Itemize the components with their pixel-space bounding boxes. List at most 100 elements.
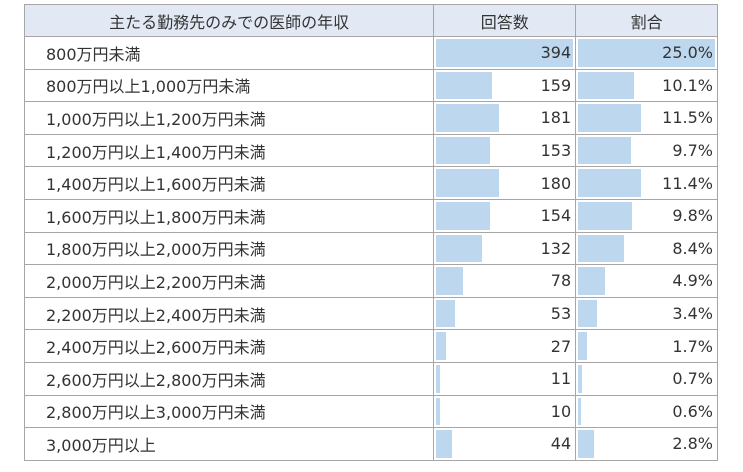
income-range: 1,200万円以上1,400万円未満 <box>23 133 435 168</box>
ratio-bar <box>578 136 632 165</box>
table-row: 2,000万円以上2,200万円未満 78 4.9% <box>23 264 718 298</box>
ratio-cell: 9.8% <box>575 198 718 233</box>
table-row: 1,400万円以上1,600万円未満 180 11.4% <box>23 166 718 200</box>
ratio-bar <box>578 234 625 263</box>
count-value: 78 <box>550 271 572 291</box>
ratio-bar <box>578 104 642 132</box>
count-bar <box>436 267 464 295</box>
count-bar <box>436 201 490 230</box>
count-cell: 181 <box>433 101 577 135</box>
income-range: 2,600万円以上2,800万円未満 <box>23 361 435 396</box>
header-count: 回答数 <box>433 4 577 37</box>
count-value: 44 <box>550 434 572 454</box>
count-bar <box>436 299 455 328</box>
ratio-bar <box>578 39 716 67</box>
ratio-bar <box>578 299 597 328</box>
ratio-value: 4.9% <box>672 271 713 291</box>
income-range: 2,200万円以上2,400万円未満 <box>23 296 435 331</box>
ratio-value: 2.8% <box>672 434 713 454</box>
table-row: 800万円以上1,000万円未満 159 10.1% <box>23 68 718 103</box>
table-row: 800万円未満 394 25.0% <box>23 36 718 70</box>
count-cell: 180 <box>433 166 577 200</box>
ratio-value: 10.1% <box>662 75 713 95</box>
ratio-bar <box>578 201 632 230</box>
count-bar <box>436 397 440 426</box>
ratio-cell: 0.6% <box>575 394 718 429</box>
ratio-bar <box>578 267 605 295</box>
table-row: 2,400万円以上2,600万円未満 27 1.7% <box>23 329 718 363</box>
table-row: 2,600万円以上2,800万円未満 11 0.7% <box>23 361 718 396</box>
count-bar <box>436 234 483 263</box>
ratio-value: 3.4% <box>672 304 713 324</box>
count-value: 159 <box>540 75 572 95</box>
income-range: 800万円未満 <box>23 36 435 70</box>
ratio-cell: 3.4% <box>575 296 718 331</box>
table-row: 2,200万円以上2,400万円未満 53 3.4% <box>23 296 718 331</box>
ratio-value: 11.5% <box>662 108 713 128</box>
ratio-cell: 1.7% <box>575 329 718 363</box>
count-bar <box>436 332 446 360</box>
count-value: 181 <box>540 108 572 128</box>
count-value: 10 <box>550 401 572 421</box>
header-income: 主たる勤務先のみでの医師の年収 <box>23 4 435 37</box>
income-range: 800万円以上1,000万円未満 <box>23 68 435 103</box>
count-cell: 159 <box>433 68 577 103</box>
count-value: 180 <box>540 173 572 193</box>
count-value: 154 <box>540 206 572 226</box>
count-cell: 27 <box>433 329 577 363</box>
ratio-cell: 11.5% <box>575 101 718 135</box>
count-bar <box>436 104 500 132</box>
income-range: 1,800万円以上2,000万円未満 <box>23 231 435 266</box>
ratio-value: 1.7% <box>672 336 713 356</box>
count-value: 153 <box>540 141 572 161</box>
count-bar <box>436 169 499 197</box>
ratio-value: 8.4% <box>672 238 713 258</box>
count-bar <box>436 136 490 165</box>
table-row: 1,600万円以上1,800万円未満 154 9.8% <box>23 198 718 233</box>
ratio-value: 0.7% <box>672 369 713 389</box>
count-value: 53 <box>550 304 572 324</box>
ratio-bar <box>578 71 634 100</box>
header-row: 主たる勤務先のみでの医師の年収 回答数 割合 <box>23 4 718 37</box>
count-cell: 10 <box>433 394 577 429</box>
ratio-value: 9.8% <box>672 206 713 226</box>
income-range: 1,600万円以上1,800万円未満 <box>23 198 435 233</box>
count-cell: 394 <box>433 36 577 70</box>
ratio-cell: 10.1% <box>575 68 718 103</box>
income-range: 1,400万円以上1,600万円未満 <box>23 166 435 200</box>
table-row: 1,800万円以上2,000万円未満 132 8.4% <box>23 231 718 266</box>
count-cell: 44 <box>433 427 577 461</box>
income-range: 2,400万円以上2,600万円未満 <box>23 329 435 363</box>
ratio-cell: 9.7% <box>575 133 718 168</box>
count-cell: 153 <box>433 133 577 168</box>
income-table: 主たる勤務先のみでの医師の年収 回答数 割合 800万円未満 394 25.0%… <box>23 4 718 461</box>
income-range: 1,000万円以上1,200万円未満 <box>23 101 435 135</box>
table-row: 1,000万円以上1,200万円未満 181 11.5% <box>23 101 718 135</box>
income-range: 2,800万円以上3,000万円未満 <box>23 394 435 429</box>
ratio-value: 25.0% <box>662 43 713 63</box>
count-value: 394 <box>540 43 572 63</box>
income-range: 3,000万円以上 <box>23 427 435 461</box>
income-range: 2,000万円以上2,200万円未満 <box>23 264 435 298</box>
ratio-cell: 25.0% <box>575 36 718 70</box>
table-row: 1,200万円以上1,400万円未満 153 9.7% <box>23 133 718 168</box>
count-bar <box>436 39 574 67</box>
count-cell: 11 <box>433 361 577 396</box>
ratio-bar <box>578 430 594 458</box>
count-cell: 78 <box>433 264 577 298</box>
table-row: 3,000万円以上 44 2.8% <box>23 427 718 461</box>
ratio-cell: 4.9% <box>575 264 718 298</box>
ratio-value: 11.4% <box>662 173 713 193</box>
count-value: 27 <box>550 336 572 356</box>
count-cell: 154 <box>433 198 577 233</box>
ratio-cell: 11.4% <box>575 166 718 200</box>
count-cell: 53 <box>433 296 577 331</box>
ratio-cell: 0.7% <box>575 361 718 396</box>
ratio-bar <box>578 169 641 197</box>
ratio-bar <box>578 364 582 393</box>
count-bar <box>436 71 492 100</box>
count-bar <box>436 364 441 393</box>
header-ratio: 割合 <box>575 4 718 37</box>
ratio-value: 0.6% <box>672 401 713 421</box>
ratio-cell: 8.4% <box>575 231 718 266</box>
